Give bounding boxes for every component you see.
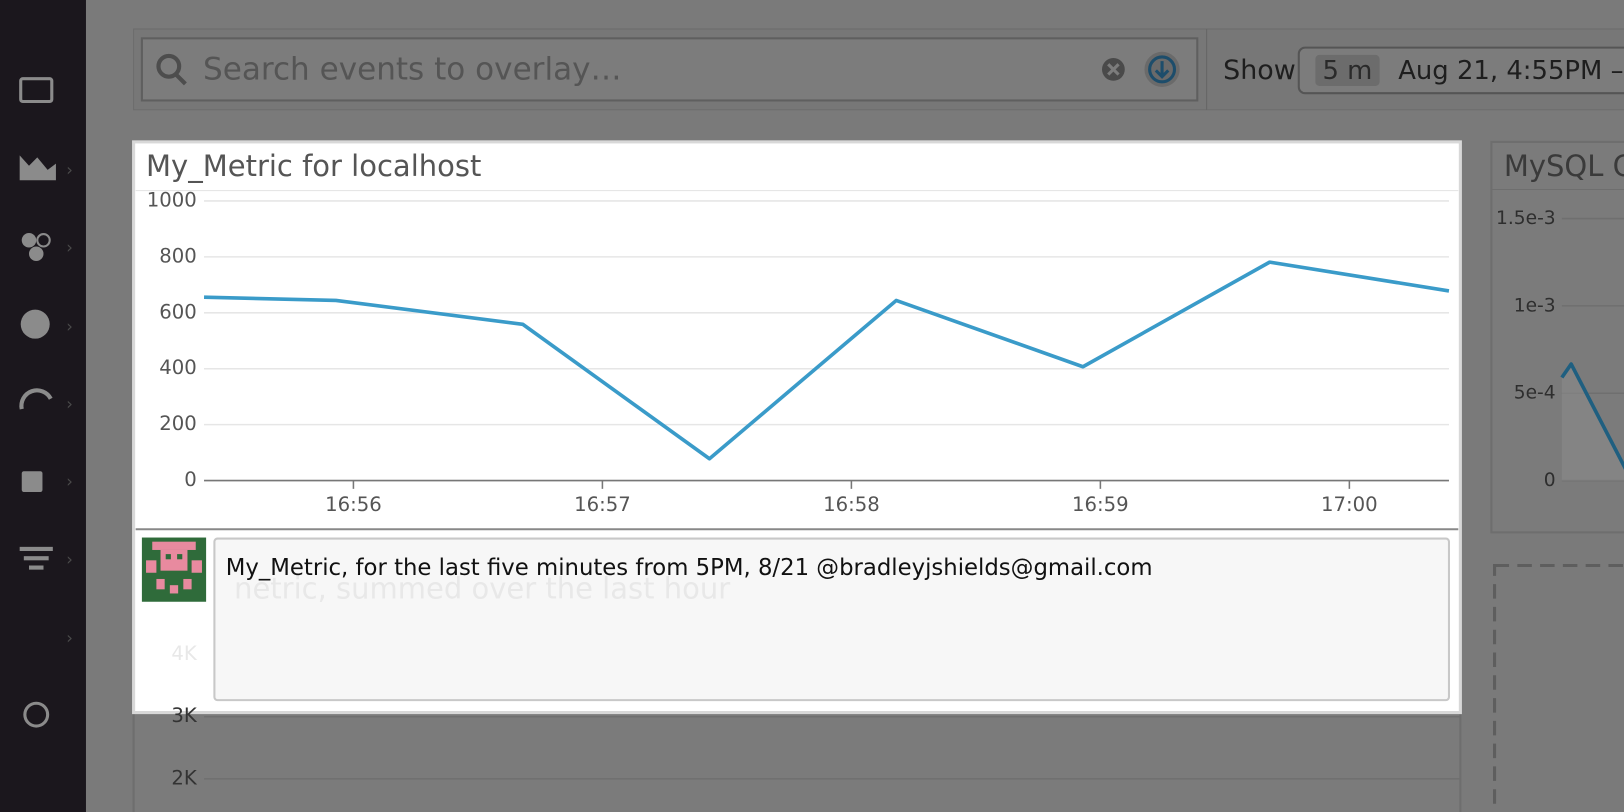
icon-apm[interactable]: [19, 388, 53, 410]
y-tick-label: 1000: [147, 188, 197, 211]
svg-text:›: ›: [66, 550, 73, 569]
x-tick-label: 16:59: [1072, 493, 1129, 516]
y-tick-label: 0: [1544, 470, 1556, 491]
range-text: Aug 21, 4:55PM –: [1398, 56, 1623, 86]
svg-text:›: ›: [66, 394, 73, 413]
span-text: 5 m: [1323, 56, 1373, 86]
chart: 0 200 400 600 800 1000 16:56 16:57 16:58 16:59 17:…: [147, 188, 1450, 516]
svg-text:›: ›: [66, 160, 73, 179]
y-tick-label: 800: [159, 244, 197, 267]
icon-metrics[interactable]: [19, 155, 56, 181]
avatar: [141, 537, 207, 602]
icon-logs[interactable]: [19, 546, 53, 551]
x-tick-label: 16:57: [574, 493, 631, 516]
icon-list[interactable]: [19, 77, 54, 104]
y-tick-label: 0: [184, 468, 197, 491]
background-chart: netric, summed over the last hour 4K 3K 2K: [171, 571, 1461, 789]
chart-title: My_Metric for localhost: [146, 149, 481, 183]
svg-text:›: ›: [66, 629, 73, 648]
icon-synthetics[interactable]: [23, 701, 50, 728]
y-tick-label: 1.5e-3: [1496, 208, 1556, 229]
side-panel-title: MySQL C: [1504, 149, 1624, 183]
icon-monitors[interactable]: [20, 309, 50, 339]
search-box[interactable]: [140, 37, 1199, 102]
search-icon-handle: [174, 73, 187, 86]
sidebar-bg: [0, 0, 86, 812]
y-tick-label: 2K: [171, 766, 198, 789]
x-tick-label: 16:58: [823, 493, 880, 516]
svg-text:›: ›: [66, 472, 73, 491]
svg-text:›: ›: [66, 317, 73, 336]
series-line: [1560, 362, 1624, 470]
drop-zone: [1492, 563, 1624, 812]
time-picker[interactable]: [1297, 46, 1624, 95]
icon-infra[interactable]: [21, 233, 37, 248]
y-tick-label: 200: [159, 412, 197, 435]
x-tick-label: 17:00: [1321, 493, 1378, 516]
sidebar: › › › › › › ›: [0, 0, 86, 812]
span-pill[interactable]: [1315, 54, 1380, 86]
icon-integrations[interactable]: [21, 471, 43, 492]
x-tick-label: 16:56: [325, 493, 382, 516]
y-tick-label: 400: [159, 356, 197, 379]
comment-box[interactable]: [213, 537, 1451, 702]
series-line: [203, 260, 1450, 461]
y-tick-label: 600: [159, 300, 197, 323]
search-placeholder[interactable]: Search events to overlay…: [203, 51, 622, 87]
area: [1561, 364, 1624, 481]
show-label: Show: [1223, 55, 1296, 86]
y-tick-label: 5e-4: [1514, 383, 1556, 404]
comment-text: My_Metric, for the last five minutes fro…: [226, 555, 1153, 581]
svg-text:›: ›: [66, 238, 73, 257]
y-tick-label: 1e-3: [1514, 295, 1556, 316]
y-tick-label: 3K: [171, 704, 198, 727]
background-chart-title: netric, summed over the last hour: [234, 571, 730, 605]
side-chart: 1.5e-3 1e-3 5e-4 0: [1496, 208, 1624, 491]
search-icon: [156, 53, 182, 79]
y-tick-label: 4K: [171, 642, 198, 665]
